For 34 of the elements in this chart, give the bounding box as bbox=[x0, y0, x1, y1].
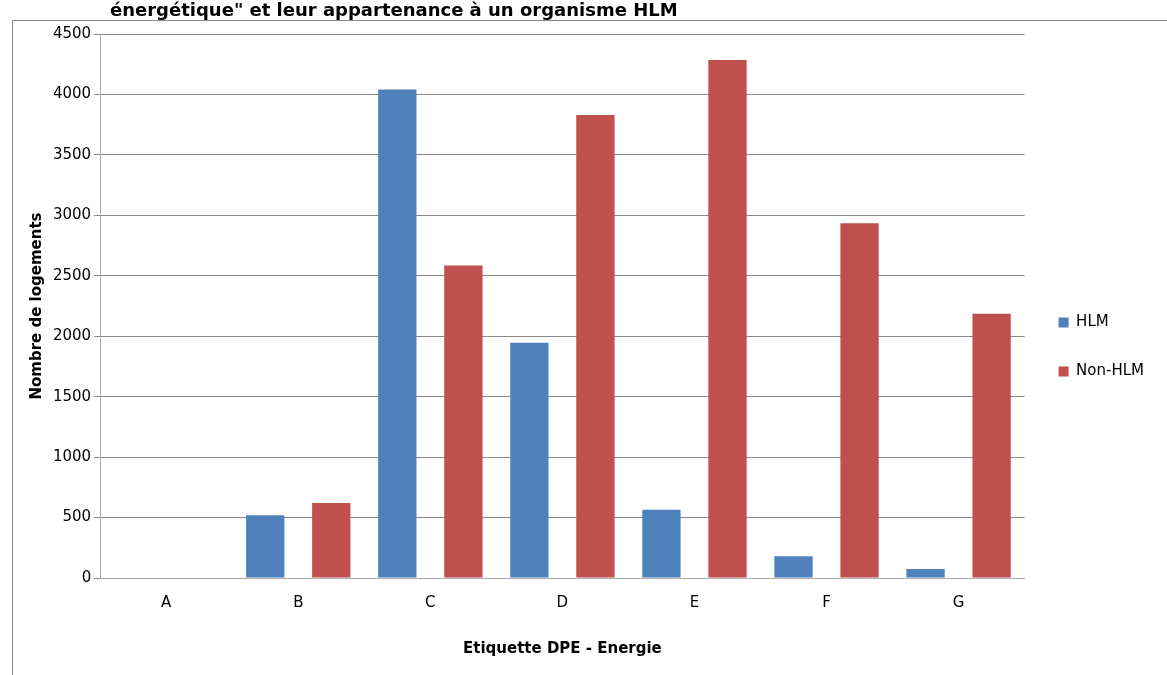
y-tick-label: 2500 bbox=[52, 265, 92, 284]
bar bbox=[840, 223, 879, 578]
bar bbox=[444, 265, 483, 578]
x-axis-title: Etiquette DPE - Energie bbox=[462, 638, 662, 657]
bar bbox=[576, 115, 615, 578]
legend-label: Non-HLM bbox=[1076, 361, 1145, 380]
bar bbox=[774, 556, 813, 578]
bar bbox=[708, 59, 747, 578]
chart-title: énergétique" et leur appartenance à un organisme HLM bbox=[110, 0, 678, 20]
bar bbox=[246, 515, 285, 578]
x-tick-label: B bbox=[293, 592, 304, 611]
bar bbox=[510, 342, 549, 578]
y-tick-label: 3500 bbox=[52, 144, 92, 163]
y-tick-label: 500 bbox=[62, 507, 92, 526]
y-tick-label: 3000 bbox=[52, 205, 92, 224]
x-tick-label: E bbox=[689, 592, 700, 611]
x-tick-label: G bbox=[952, 592, 965, 611]
bar bbox=[312, 503, 351, 578]
y-axis-title: Nombre de logements bbox=[26, 212, 45, 400]
bar bbox=[642, 509, 681, 578]
x-tick-label: F bbox=[822, 592, 831, 611]
y-tick-label: 0 bbox=[81, 567, 92, 586]
x-tick-label: D bbox=[556, 592, 569, 611]
y-tick-label: 2000 bbox=[52, 326, 92, 345]
bar bbox=[378, 89, 417, 578]
y-tick-label: 4500 bbox=[52, 23, 92, 42]
y-tick-label: 1000 bbox=[52, 447, 92, 465]
x-tick-label: C bbox=[425, 592, 436, 611]
y-tick-label: 1500 bbox=[52, 386, 92, 405]
y-tick-label: 4000 bbox=[52, 84, 92, 103]
x-tick-label: A bbox=[161, 592, 173, 611]
bar bbox=[906, 568, 945, 578]
legend-label: HLM bbox=[1076, 312, 1109, 331]
bar bbox=[972, 313, 1011, 578]
